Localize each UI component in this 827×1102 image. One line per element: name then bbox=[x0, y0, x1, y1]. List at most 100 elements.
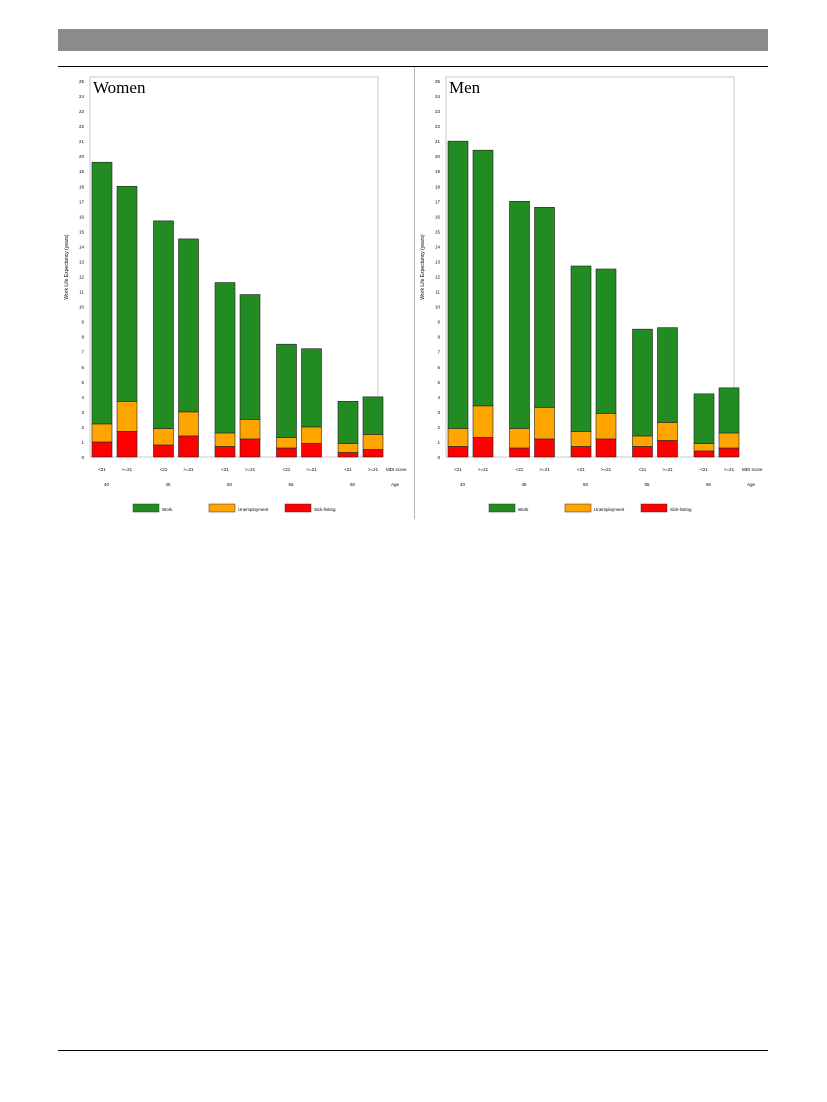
y-axis-label: Work Life Expectancy (years) bbox=[420, 234, 426, 300]
category-tick-label: >=21 bbox=[245, 467, 256, 472]
panel-title: Men bbox=[449, 78, 481, 97]
bar-work bbox=[337, 401, 359, 444]
bar-work bbox=[116, 185, 138, 402]
category-tick-label: >=21 bbox=[306, 467, 317, 472]
y-tick-label: 18 bbox=[435, 184, 441, 189]
bar-work bbox=[153, 220, 174, 429]
bar-work bbox=[447, 140, 469, 429]
bar-work bbox=[301, 348, 322, 428]
category-tick-label: >=21 bbox=[601, 467, 612, 472]
bar-unemployment bbox=[509, 428, 530, 449]
header-band bbox=[58, 29, 768, 51]
y-tick-label: 8 bbox=[81, 335, 84, 340]
category-tick-label: >=21 bbox=[662, 467, 673, 472]
bar-sick-listing bbox=[276, 447, 297, 458]
y-tick-label: 2 bbox=[81, 425, 84, 430]
bar-work bbox=[91, 161, 113, 425]
y-tick-label: 12 bbox=[79, 275, 85, 280]
category-tick-label: <21 bbox=[516, 467, 524, 472]
age-tick-label: 60 bbox=[706, 482, 712, 487]
legend-swatch bbox=[132, 503, 160, 513]
y-tick-label: 21 bbox=[79, 139, 85, 144]
age-tick-label: 55 bbox=[288, 482, 294, 487]
figure: Women 0 1 2 3 4 5 6 7 8 9 10 11 12 13 14 15 16 17 18 19 20 21 2… bbox=[58, 67, 768, 519]
y-tick-label: 2 bbox=[437, 425, 440, 430]
bar-sick-listing bbox=[632, 446, 653, 458]
bar-work bbox=[632, 328, 653, 437]
legend-label: Work bbox=[162, 507, 173, 512]
bar-work bbox=[178, 238, 199, 413]
bar-unemployment bbox=[116, 401, 138, 432]
bar-unemployment bbox=[718, 432, 740, 449]
y-tick-label: 16 bbox=[435, 214, 441, 219]
category-tick-label: <21 bbox=[639, 467, 647, 472]
y-tick-label: 17 bbox=[435, 199, 441, 204]
age-tick-label: 40 bbox=[104, 482, 110, 487]
bar-unemployment bbox=[595, 413, 617, 440]
y-tick-label: 9 bbox=[81, 320, 84, 325]
bar-unemployment bbox=[447, 428, 469, 447]
bar-sick-listing bbox=[657, 440, 678, 458]
bar-unemployment bbox=[276, 437, 297, 449]
y-tick-label: 7 bbox=[81, 350, 84, 355]
y-tick-label: 16 bbox=[79, 214, 85, 219]
bar-unemployment bbox=[214, 432, 236, 447]
y-tick-label: 19 bbox=[435, 169, 441, 174]
y-tick-label: 6 bbox=[437, 365, 440, 370]
y-tick-label: 4 bbox=[81, 395, 84, 400]
bar-sick-listing bbox=[693, 450, 715, 458]
bar-unemployment bbox=[178, 411, 199, 437]
category-tick-label: >=21 bbox=[368, 467, 379, 472]
bar-unemployment bbox=[239, 419, 261, 440]
category-tick-label: >=21 bbox=[724, 467, 735, 472]
y-tick-label: 1 bbox=[81, 440, 84, 445]
bar-sick-listing bbox=[153, 444, 174, 458]
y-tick-label: 10 bbox=[79, 305, 85, 310]
y-tick-label: 11 bbox=[79, 290, 84, 295]
bar-sick-listing bbox=[595, 438, 617, 458]
y-tick-label: 25 bbox=[435, 79, 441, 84]
y-tick-label: 17 bbox=[79, 199, 85, 204]
y-tick-label: 7 bbox=[437, 350, 440, 355]
age-axis-label: Age bbox=[747, 482, 756, 487]
bar-sick-listing bbox=[362, 449, 384, 458]
y-tick-label: 12 bbox=[435, 275, 441, 280]
bar-work bbox=[214, 282, 236, 434]
category-tick-label: <21 bbox=[221, 467, 229, 472]
bar-unemployment bbox=[570, 431, 592, 447]
bar-work bbox=[595, 268, 617, 414]
y-tick-label: 24 bbox=[79, 94, 85, 99]
category-tick-label: <21 bbox=[454, 467, 462, 472]
bar-work bbox=[239, 294, 261, 420]
category-tick-label: <21 bbox=[700, 467, 708, 472]
legend-swatch bbox=[564, 503, 592, 513]
bar-sick-listing bbox=[116, 431, 138, 458]
age-tick-label: 55 bbox=[644, 482, 650, 487]
bar-work bbox=[570, 265, 592, 432]
bar-sick-listing bbox=[337, 452, 359, 458]
bar-work bbox=[534, 207, 555, 408]
age-tick-label: 50 bbox=[583, 482, 589, 487]
y-tick-label: 11 bbox=[435, 290, 440, 295]
y-tick-label: 10 bbox=[435, 305, 441, 310]
panel-title: Women bbox=[93, 78, 146, 97]
y-tick-label: 14 bbox=[79, 244, 85, 249]
y-axis-label: Work Life Expectancy (years) bbox=[64, 234, 70, 300]
y-tick-label: 13 bbox=[79, 259, 85, 264]
category-tick-label: <21 bbox=[577, 467, 585, 472]
bar-unemployment bbox=[472, 405, 494, 438]
bar-unemployment bbox=[632, 435, 653, 447]
y-tick-label: 15 bbox=[435, 229, 441, 234]
bar-work bbox=[657, 327, 678, 423]
bar-unemployment bbox=[91, 423, 113, 443]
bar-unemployment bbox=[153, 428, 174, 446]
y-tick-label: 15 bbox=[79, 229, 85, 234]
legend-label: Unemployment bbox=[594, 507, 625, 512]
legend-label: Sick-listing bbox=[314, 507, 336, 512]
y-tick-label: 4 bbox=[437, 395, 440, 400]
category-tick-label: >=21 bbox=[478, 467, 489, 472]
bar-sick-listing bbox=[509, 447, 530, 458]
y-tick-label: 3 bbox=[437, 410, 440, 415]
legend-label: Work bbox=[518, 507, 529, 512]
bar-unemployment bbox=[693, 443, 715, 452]
